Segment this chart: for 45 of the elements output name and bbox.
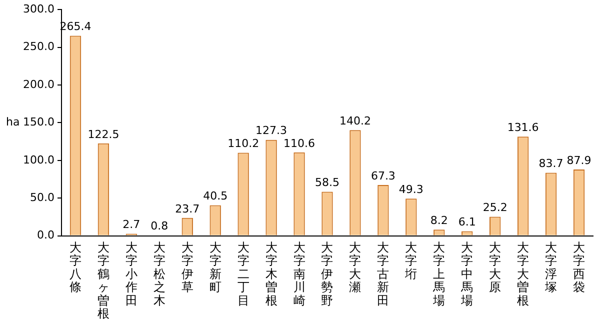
data-label: 23.7 xyxy=(175,202,200,216)
y-axis-title: ha xyxy=(6,116,20,129)
data-label: 122.5 xyxy=(88,128,120,141)
y-tick-label: 50.0 xyxy=(30,190,54,204)
data-label: 8.2 xyxy=(430,214,448,227)
x-tick-label: 大字小作田 xyxy=(124,240,138,308)
data-label: 25.2 xyxy=(482,201,508,214)
data-label: 6.1 xyxy=(458,216,476,229)
data-label: 140.2 xyxy=(339,114,371,128)
data-label: 110.6 xyxy=(284,136,316,150)
x-tick-label: 大字伊草 xyxy=(181,240,194,294)
x-tick-label: 大字垳 xyxy=(404,240,418,281)
data-label: 49.3 xyxy=(398,182,424,196)
x-tick-label: 大字新町 xyxy=(209,240,222,294)
data-label: 58.5 xyxy=(314,176,340,190)
data-label: 127.3 xyxy=(256,124,288,138)
data-label: 131.6 xyxy=(507,120,539,134)
y-tick-label: 100.0 xyxy=(22,153,54,166)
y-tick-label: 300.0 xyxy=(22,2,54,16)
y-tick-label: 200.0 xyxy=(22,78,54,91)
x-tick-label: 大字上馬場 xyxy=(432,240,446,308)
x-tick-label: 大字木曽根 xyxy=(265,240,278,308)
x-tick-label: 大字古新田 xyxy=(377,240,390,308)
x-tick-label: 大字大原 xyxy=(489,240,502,294)
x-tick-label: 大字大瀬 xyxy=(349,240,362,294)
data-label: 83.7 xyxy=(538,157,564,170)
x-tick-label: 大字松之木 xyxy=(153,240,166,308)
x-tick-label: 大字大曽根 xyxy=(517,240,530,308)
x-tick-label: 大字二丁目 xyxy=(237,240,250,308)
data-label: 0.8 xyxy=(150,220,168,233)
data-label: 40.5 xyxy=(203,190,228,203)
x-tick-label: 大字西袋 xyxy=(573,240,586,294)
x-tick-label: 大字浮塚 xyxy=(544,240,558,294)
y-tick-label: 250.0 xyxy=(22,40,54,54)
x-tick-label: 大字中馬場 xyxy=(460,240,474,308)
data-label: 67.3 xyxy=(370,169,396,182)
x-tick-label: 大字南川崎 xyxy=(293,240,306,308)
y-tick-label: 150.0 xyxy=(22,116,54,129)
data-label: 2.7 xyxy=(122,218,140,232)
data-label: 110.2 xyxy=(228,137,260,150)
data-label: 87.9 xyxy=(566,154,592,167)
x-tick-label: 大字八條 xyxy=(69,240,82,294)
y-tick-label: 0.0 xyxy=(36,228,54,242)
x-tick-label: 大字鶴ヶ曽根 xyxy=(97,240,110,321)
x-tick-label: 大字伊勢野 xyxy=(321,240,334,308)
